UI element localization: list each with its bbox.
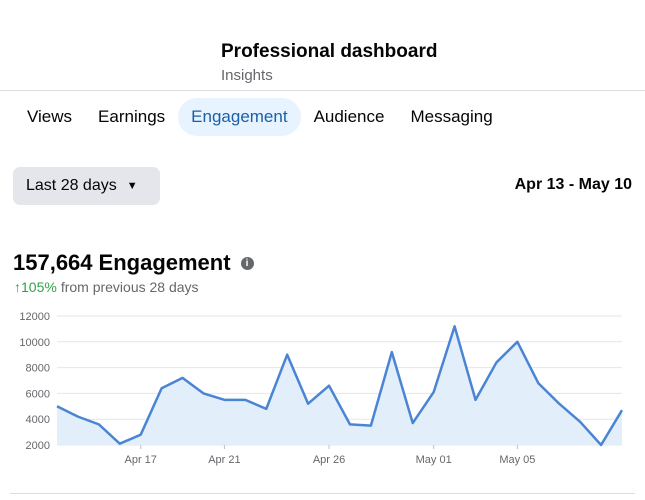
page-header: Professional dashboard Insights <box>221 40 437 86</box>
y-tick-label: 10000 <box>19 337 50 349</box>
page-title: Professional dashboard <box>221 41 438 62</box>
y-tick-label: 12000 <box>19 311 50 323</box>
tab-messaging[interactable]: Messaging <box>410 107 493 126</box>
bottom-divider <box>10 493 635 494</box>
metric-label: Engagement <box>98 250 231 275</box>
date-range-text: Apr 13 - May 10 <box>514 176 632 193</box>
page-subtitle: Insights <box>221 67 273 84</box>
date-range-dropdown[interactable]: Last 28 days ▼ <box>13 167 160 205</box>
date-range-dropdown-label: Last 28 days <box>26 177 117 194</box>
engagement-chart: 12000 10000 8000 6000 4000 2000 Apr 17 Apr 21 Ap… <box>19 311 624 466</box>
x-tick-label: May 01 <box>416 454 452 466</box>
tab-bar: Views Earnings Engagement Audience Messa… <box>14 98 506 136</box>
metric-change: ↑105% from previous 28 days <box>14 279 199 295</box>
y-tick-label: 2000 <box>26 440 50 452</box>
metric-value: 157,664 <box>13 250 93 275</box>
series-area <box>57 326 622 445</box>
series-line <box>56 325 624 447</box>
x-tick-label: Apr 21 <box>208 454 240 466</box>
up-arrow-icon: ↑ <box>14 279 21 295</box>
metric-summary: 157,664 Engagement i <box>13 250 254 276</box>
x-tick-label: Apr 17 <box>124 454 156 466</box>
x-tick-label: Apr 26 <box>313 454 345 466</box>
change-note: from previous 28 days <box>60 279 199 295</box>
caret-down-icon: ▼ <box>126 180 138 192</box>
header-divider <box>0 90 645 91</box>
info-icon[interactable]: i <box>240 256 254 270</box>
y-tick-label: 6000 <box>26 388 50 400</box>
y-tick-label: 4000 <box>26 414 50 426</box>
tab-earnings[interactable]: Earnings <box>98 107 166 126</box>
tab-engagement[interactable]: Engagement <box>178 98 301 136</box>
change-percent: 105% <box>21 279 57 295</box>
tab-views[interactable]: Views <box>27 107 73 126</box>
tab-audience[interactable]: Audience <box>313 107 385 126</box>
x-tick-label: May 05 <box>499 454 535 466</box>
y-tick-label: 8000 <box>26 363 50 375</box>
